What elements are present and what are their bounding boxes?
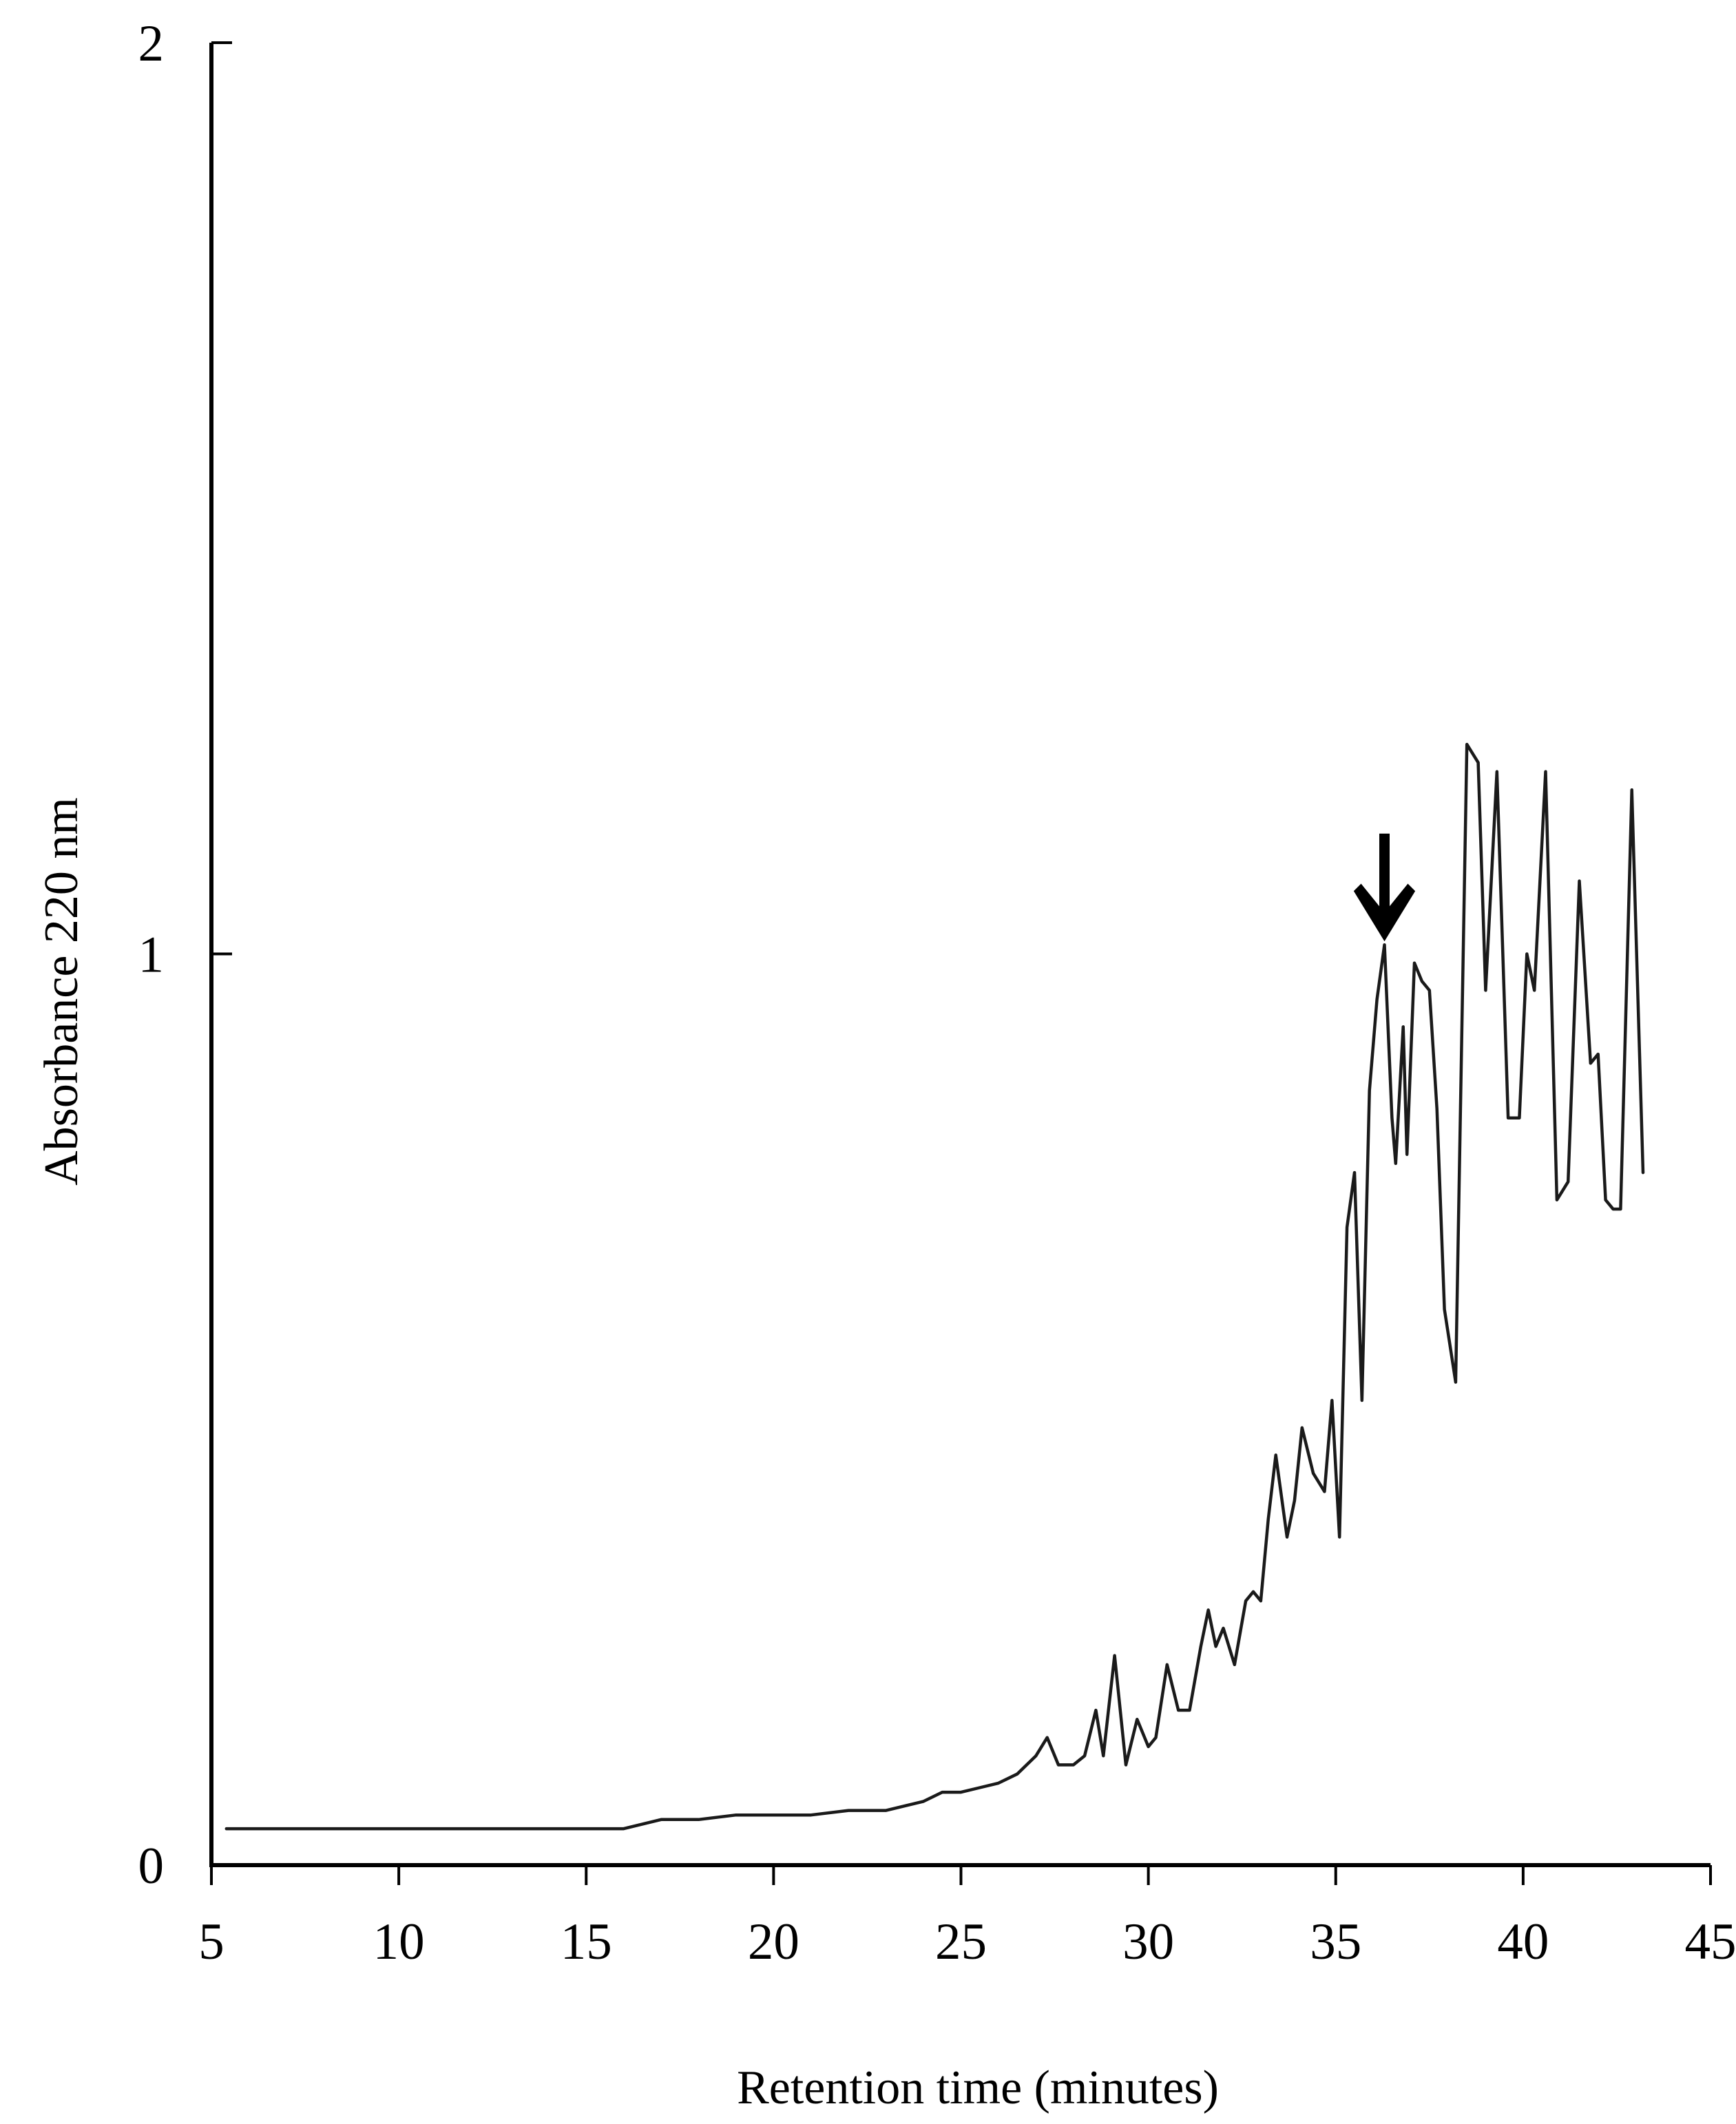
annotation-layer [1353, 833, 1416, 942]
y-axis-title: Absorbance 220 nm [35, 797, 88, 1186]
x-tick-label: 20 [748, 1913, 799, 1970]
x-tick-label: 15 [561, 1913, 612, 1970]
x-tick-label: 30 [1122, 1913, 1174, 1970]
x-tick-label: 45 [1685, 1913, 1736, 1970]
x-axis-title: Retention time (minutes) [737, 2061, 1219, 2114]
series-layer [224, 742, 1645, 1831]
annotation-arrow-down [1353, 833, 1416, 942]
y-tick-label: 0 [138, 1838, 165, 1895]
x-tick-label: 25 [935, 1913, 987, 1970]
y-tick-label: 2 [138, 15, 165, 72]
y-axis-ticks: 0 1 2 [138, 15, 232, 1895]
y-tick-label: 1 [138, 927, 165, 984]
x-tick-label: 5 [198, 1913, 224, 1970]
x-axis-ticks: 5 10 15 20 25 30 35 40 45 [198, 1865, 1736, 1970]
series-line [224, 742, 1645, 1831]
x-tick-label: 10 [373, 1913, 425, 1970]
x-tick-label: 40 [1497, 1913, 1549, 1970]
x-tick-label: 35 [1310, 1913, 1361, 1970]
